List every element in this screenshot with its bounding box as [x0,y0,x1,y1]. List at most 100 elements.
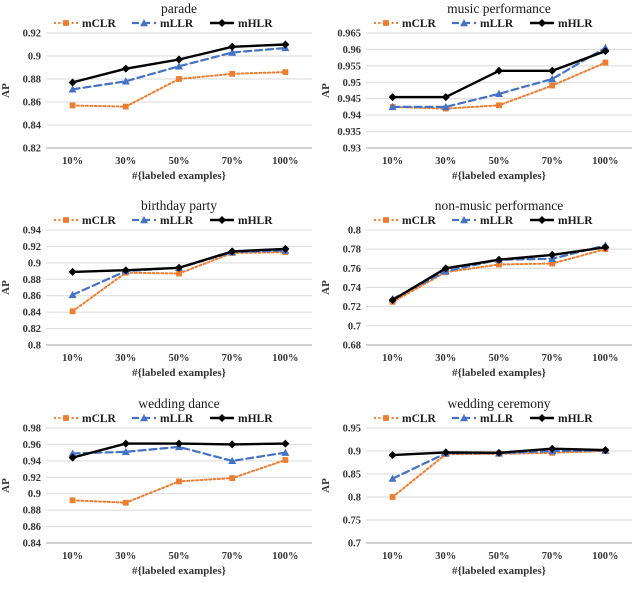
series-marker-mLLR [68,449,77,457]
series-marker-mLLR [281,448,290,456]
series-marker-mHLR [281,439,290,448]
x-tick-label: 50% [489,551,510,562]
x-tick-label: 10% [382,156,403,167]
series-marker-mLLR [388,102,397,111]
series-marker-mCLR [496,261,502,268]
y-tick-label: 0.92 [23,29,41,40]
series-marker-mLLR [228,456,237,465]
y-tick-label: 0.78 [343,245,361,256]
y-tick-label: 0.945 [337,94,361,105]
series-marker-mLLR [121,447,130,456]
series-marker-mLLR [548,75,557,83]
y-tick-label: 0.82 [23,144,41,155]
x-tick-label: 50% [489,156,510,167]
y-tick-label: 0.88 [23,506,41,517]
series-marker-mHLR [68,267,77,276]
y-tick-label: 0.96 [23,440,41,451]
series-marker-mHLR [441,93,450,102]
y-tick-label: 0.84 [23,308,42,319]
x-tick-label: 30% [115,156,136,167]
chart-wedding-ceremony: 0.7 0.75 0.8 0.85 0.9 0.95 10% 30% 50% 70% 100% wed… [320,395,640,592]
legend-marker-mCLR [63,20,69,26]
chart-parade: 0.82 0.84 0.86 0.88 0.9 0.92 10% 30% 50% 70% 100% p… [0,0,320,197]
series-marker-mLLR [68,290,77,299]
chart-music-performance-svg: 0.93 0.935 0.94 0.945 0.95 0.955 0.96 0.965 10% 3… [320,1,632,182]
x-tick-label: 70% [222,353,243,364]
y-tick-label: 0.8 [348,493,361,504]
series-line-mLLR [391,244,607,301]
x-tick-label: 50% [489,353,510,364]
legend-label-mLLR: mLLR [160,215,194,227]
series-line-mCLR [71,71,287,108]
legend-label-mLLR: mLLR [480,18,514,30]
series-marker-mHLR [121,266,130,275]
y-tick-label: 0.935 [337,127,361,138]
legend-label-mCLR: mCLR [402,18,437,30]
y-tick-label: 0.9 [28,52,41,63]
y-tick-label: 0.85 [343,470,361,481]
series-marker-mCLR [69,497,76,504]
series-marker-mCLR [69,308,76,315]
series-marker-mCLR [282,69,289,75]
y-tick-label: 0.72 [343,302,361,313]
series-marker-mHLR [548,66,557,75]
chart-title: wedding dance [138,396,219,411]
x-tick-label: 70% [222,156,243,167]
series-marker-mHLR [175,263,183,272]
y-tick-label: 0.84 [23,539,42,550]
chart-title: parade [161,1,197,16]
y-tick-label: 0.94 [23,456,42,467]
series-marker-mHLR [548,444,557,453]
chart-title: non-music performance [435,198,564,213]
series-marker-mHLR [228,440,237,449]
series-marker-mLLR [68,85,77,93]
series-marker-mHLR [68,78,77,87]
y-tick-label: 0.95 [343,78,361,89]
y-axis-label: AP [0,83,12,98]
legend-marker-mCLR [63,217,69,223]
chart-music-performance: 0.93 0.935 0.94 0.945 0.95 0.955 0.96 0.965 10% 3… [320,0,640,197]
x-axis-label: #{labeled examples} [452,565,546,577]
y-tick-label: 0.7 [348,321,361,332]
y-tick-label: 0.96 [343,45,361,56]
series-marker-mHLR [441,448,450,457]
chart-wedding-dance: 0.84 0.86 0.88 0.9 0.92 0.94 0.96 0.98 10% 30% 50%… [0,395,320,592]
legend-marker-mCLR [383,415,389,421]
series-marker-mHLR [388,93,397,102]
x-tick-label: 10% [62,551,83,562]
y-tick-label: 0.68 [343,341,361,352]
chart-birthday-party-svg: 0.8 0.82 0.84 0.86 0.88 0.9 0.92 0.94 10% 30% 50% 7… [0,198,312,379]
series-marker-mHLR [601,446,610,455]
series-marker-mCLR [229,475,236,482]
series-marker-mHLR [68,453,77,462]
y-tick-label: 0.9 [348,447,361,458]
y-tick-label: 0.93 [343,144,361,155]
legend-label-mCLR: mCLR [402,215,437,227]
legend-label-mHLR: mHLR [238,18,273,30]
y-tick-label: 0.955 [337,61,361,72]
series-marker-mCLR [229,70,236,77]
series-marker-mHLR [601,47,610,56]
y-tick-label: 0.88 [23,275,41,286]
y-axis-label: AP [320,280,332,295]
x-tick-label: 100% [272,353,298,364]
chart-wedding-ceremony-svg: 0.7 0.75 0.8 0.85 0.9 0.95 10% 30% 50% 70% 100% wed… [320,396,632,577]
legend-marker-mHLR [538,414,546,422]
y-tick-label: 0.82 [23,324,41,335]
x-tick-label: 10% [382,353,403,364]
y-tick-label: 0.98 [23,424,41,435]
y-axis-label: AP [320,83,332,98]
x-tick-label: 10% [62,353,83,364]
x-tick-label: 30% [435,551,456,562]
series-marker-mHLR [495,448,503,457]
x-tick-label: 50% [169,156,190,167]
x-tick-label: 100% [272,551,298,562]
y-tick-label: 0.92 [23,242,41,253]
series-marker-mCLR [176,270,182,277]
series-marker-mHLR [228,42,237,51]
x-tick-label: 50% [169,353,190,364]
y-tick-label: 0.9 [28,258,41,269]
legend-label-mLLR: mLLR [480,413,514,425]
legend-marker-mCLR [63,415,69,421]
series-marker-mHLR [388,451,397,460]
